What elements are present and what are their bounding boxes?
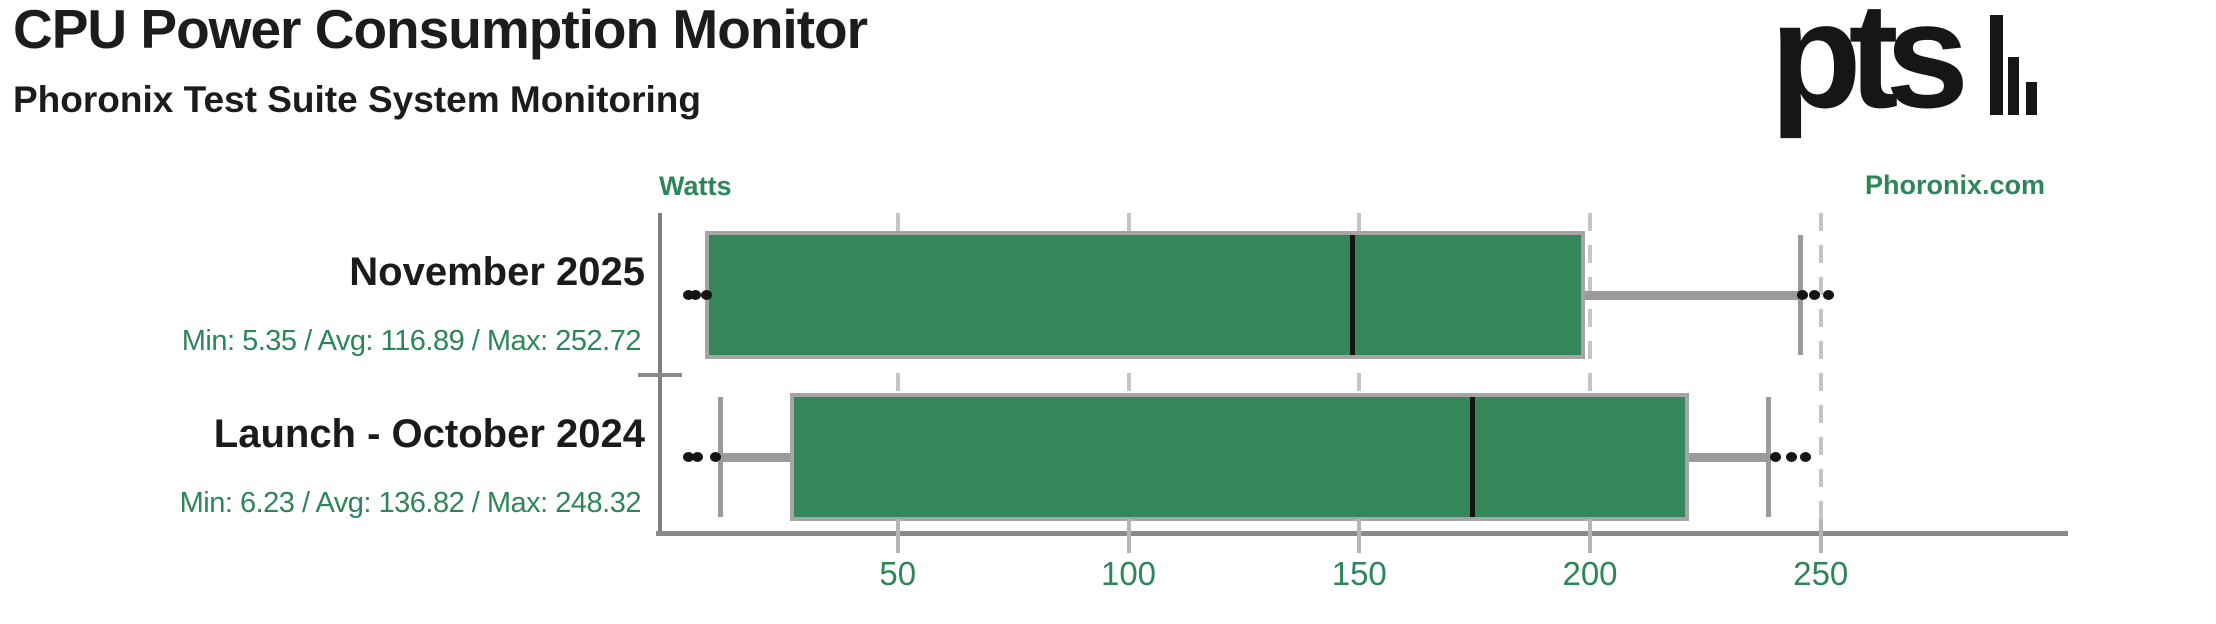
outlier-dot [701, 290, 713, 300]
pts-logo-bar-icon [1990, 15, 2003, 115]
axis-tick-150 [1357, 519, 1362, 553]
pts-logo-text: pts [1770, 0, 1969, 139]
gridline-150 [1357, 213, 1362, 531]
gridline-100 [1126, 213, 1131, 531]
outlier-dot [1785, 452, 1797, 462]
axis-tick-250 [1818, 519, 1823, 553]
x-axis-line [656, 531, 2068, 536]
box [704, 231, 1585, 359]
whisker-low-line [720, 453, 790, 462]
axis-unit-label: Watts [659, 171, 732, 201]
axis-tick-label: 150 [1331, 555, 1387, 592]
page-subtitle: Phoronix Test Suite System Monitoring [13, 79, 701, 120]
whisker-high-cap [1765, 397, 1771, 517]
phoronix-watermark: Phoronix.com [1864, 170, 2045, 200]
outlier-dot [1799, 452, 1811, 462]
axis-tick-label: 200 [1562, 555, 1618, 592]
pts-logo-bar-icon [2026, 82, 2037, 115]
axis-tick-50 [895, 519, 900, 553]
row-label: November 2025 [349, 250, 645, 294]
axis-tick-label: 250 [1793, 555, 1849, 592]
whisker-high-line [1584, 291, 1800, 300]
outlier-dot [1822, 290, 1834, 300]
row-separator-tick [638, 373, 682, 377]
outlier-dot [682, 452, 694, 462]
whisker-high-line [1688, 453, 1768, 462]
row-stats: Min: 6.23 / Avg: 136.82 / Max: 248.32 [179, 487, 642, 519]
page-title: CPU Power Consumption Monitor [13, 0, 868, 60]
median-line [1350, 235, 1356, 355]
pts-logo-bar-icon [2008, 57, 2019, 115]
outlier-dot [1808, 290, 1820, 300]
median-line [1470, 397, 1476, 517]
axis-tick-200 [1588, 519, 1592, 553]
axis-tick-100 [1126, 519, 1131, 553]
outlier-dot [1769, 452, 1781, 462]
outlier-dot [1797, 290, 1809, 300]
axis-tick-label: 50 [879, 555, 917, 592]
outlier-dot [710, 452, 722, 462]
axis-tick-label: 100 [1100, 555, 1157, 592]
box [789, 393, 1689, 521]
outlier-dot [691, 452, 703, 462]
outlier-dot [689, 290, 701, 300]
row-stats: Min: 5.35 / Avg: 116.89 / Max: 252.72 [181, 325, 642, 357]
gridline-250 [1818, 213, 1823, 531]
gridline-50 [895, 213, 900, 531]
gridline-200 [1588, 213, 1592, 531]
row-label: Launch - October 2024 [213, 412, 645, 456]
outlier-dot [682, 290, 694, 300]
